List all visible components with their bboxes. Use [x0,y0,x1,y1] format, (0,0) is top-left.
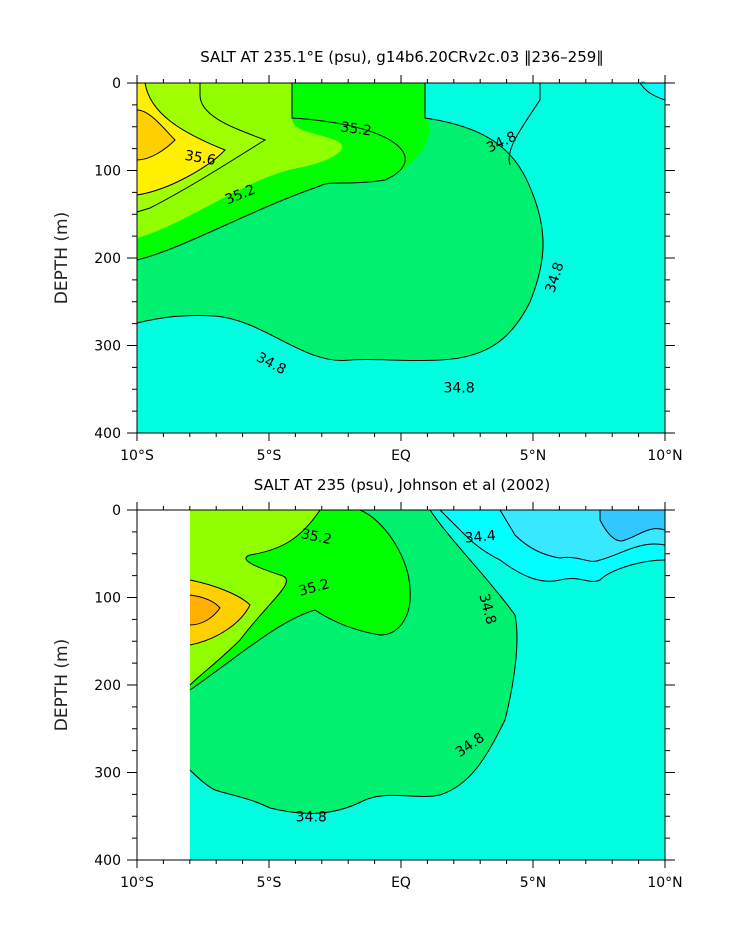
contour-line [189,509,518,814]
contour-line [136,82,226,196]
x-tick-label: 5°S [257,448,282,464]
panel-title: SALT AT 235.1°E (psu), g14b6.20CRv2c.03 … [200,48,604,66]
contour-label: 35.6 [183,148,217,169]
x-tick-label: 5°N [520,875,546,891]
contour-line [508,83,541,166]
y-tick-label: 100 [94,164,121,180]
y-tick-label: 300 [94,339,121,355]
contour-line [189,594,221,626]
x-tick-label: 10°S [120,448,154,464]
x-tick-label: 5°S [257,875,282,891]
x-tick-label: EQ [391,448,411,464]
panel-title: SALT AT 235 (psu), Johnson et al (2002) [254,476,551,494]
contour-lines [189,509,666,814]
fill-36.0-36.2 [137,110,175,160]
contour-label: 34.8 [443,381,474,397]
contour-label: 34.8 [296,809,327,825]
y-axis-title: DEPTH (m) [52,212,72,304]
contour-lines [136,82,666,362]
contour-label: 35.2 [297,576,331,600]
panel-model: SALT AT 235.1°E (psu), g14b6.20CRv2c.03 … [52,48,683,464]
fill-35.4-35.6 [190,510,320,685]
contour-line [499,509,666,562]
contour-fills [190,510,665,860]
contour-line [189,579,251,646]
y-tick-label: 200 [94,678,121,694]
x-tick-label: 10°N [647,448,682,464]
y-tick-label: 100 [94,591,121,607]
x-tick-label: 5°N [520,448,546,464]
fill-34.2-34.4 [600,510,665,541]
contour-line [136,83,406,261]
y-axis-title: DEPTH (m) [52,639,72,731]
contour-label: 34.8 [475,592,499,626]
y-tick-label: 0 [112,76,121,92]
contour-line [639,82,666,101]
axis-ticks: 10°S 5°S EQ 5°N 10°N 0 100 200 300 400 [94,75,683,464]
x-tick-label: EQ [391,875,411,891]
contour-line [189,509,411,691]
contour-line [136,83,544,362]
y-tick-label: 400 [94,853,121,869]
panel-observations: SALT AT 235 (psu), Johnson et al (2002) … [52,476,683,891]
y-tick-label: 200 [94,251,121,267]
contour-label: 35.2 [339,119,372,139]
contour-line [189,509,321,686]
contour-label: 34.4 [464,528,497,547]
contour-line [136,83,267,213]
y-tick-label: 300 [94,766,121,782]
y-tick-label: 400 [94,426,121,442]
y-tick-label: 0 [112,503,121,519]
contour-line [439,509,666,582]
contour-line [599,510,666,542]
axis-ticks: 10°S 5°S EQ 5°N 10°N 0 100 200 300 400 [94,502,683,891]
contour-label: 35.2 [299,526,333,548]
x-tick-label: 10°N [647,875,682,891]
fill-35.8-36.0 [190,595,220,625]
x-tick-label: 10°S [120,875,154,891]
contour-fills [137,80,665,433]
contour-line [136,109,176,161]
fill-35.6-35.8 [190,580,250,645]
